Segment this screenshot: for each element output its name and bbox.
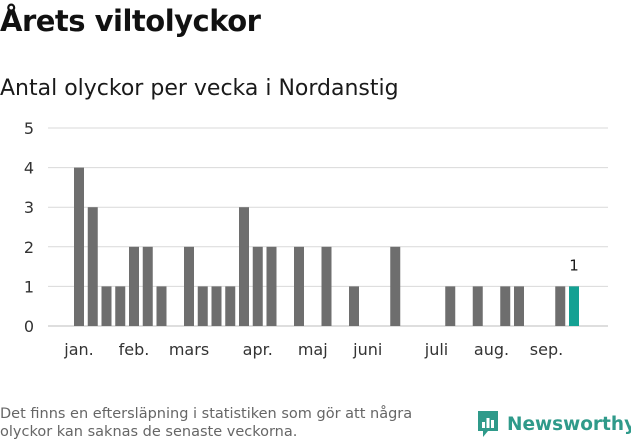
bar: [445, 286, 456, 326]
x-tick-label: mars: [169, 340, 209, 359]
bar: [101, 286, 112, 326]
bar: [252, 246, 263, 326]
bar-highlight: [569, 286, 579, 326]
brand-name: Newsworthy: [507, 413, 631, 435]
bar: [225, 286, 236, 326]
bar: [184, 246, 194, 326]
brand-logo: Newsworthy: [476, 409, 631, 439]
x-tick-label: sep.: [530, 340, 563, 359]
chart-title: Årets viltolyckor: [0, 4, 261, 38]
x-tick-label: aug.: [474, 340, 509, 359]
bar: [197, 286, 208, 326]
bar: [266, 246, 277, 326]
y-tick-label: 3: [24, 198, 34, 217]
y-tick-label: 2: [24, 238, 34, 257]
chart-subtitle: Antal olyckor per vecka i Nordanstig: [0, 76, 399, 101]
bars: [74, 167, 579, 326]
newsworthy-logo-icon: [478, 411, 498, 437]
data-label: 1: [569, 256, 579, 274]
bar: [156, 286, 167, 326]
bar: [321, 246, 332, 326]
bar: [129, 246, 139, 326]
bar: [500, 286, 511, 326]
x-tick-label: apr.: [243, 340, 273, 359]
bar: [87, 207, 98, 326]
y-tick-label: 0: [24, 317, 34, 336]
y-tick-label: 1: [24, 277, 34, 296]
x-tick-label: juni: [352, 340, 382, 359]
x-axis-ticks: jan. feb. mars apr. maj juni juli aug. sep.: [63, 340, 563, 359]
footnote: Det finns en eftersläpning i statistiken…: [0, 406, 413, 440]
x-tick-label: maj: [298, 340, 328, 359]
bar: [555, 286, 566, 326]
bar-chart: 0 1 2 3 4 5 1 jan. feb. mars apr. maj juni juli aug.…: [24, 119, 608, 359]
x-tick-label: feb.: [119, 340, 150, 359]
bar: [514, 286, 524, 326]
y-axis-ticks: 0 1 2 3 4 5: [24, 119, 34, 336]
bar: [390, 246, 401, 326]
bar: [115, 286, 126, 326]
bar: [142, 246, 153, 326]
y-tick-label: 4: [24, 159, 34, 178]
bar: [472, 286, 483, 326]
data-labels: 1: [569, 256, 579, 274]
bar: [349, 286, 359, 326]
bar: [239, 207, 249, 326]
bar: [211, 286, 222, 326]
x-tick-label: juli: [424, 340, 448, 359]
bar: [294, 246, 304, 326]
x-tick-label: jan.: [63, 340, 93, 359]
y-tick-label: 5: [24, 119, 34, 138]
bar: [74, 167, 84, 326]
